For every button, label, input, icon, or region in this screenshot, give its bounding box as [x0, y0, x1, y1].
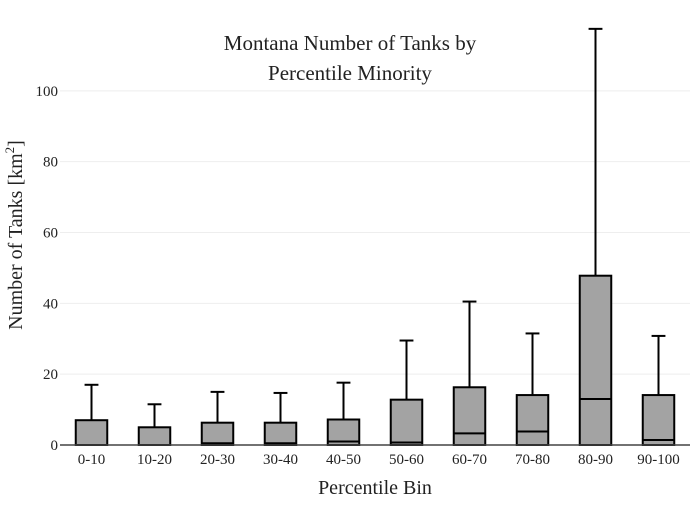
box-60-70	[452, 300, 487, 447]
y-axis-label-main: Number of Tanks [km	[5, 153, 27, 330]
box-70-80	[515, 332, 550, 446]
box-20-30	[200, 390, 235, 446]
x-tick-label: 70-80	[515, 452, 550, 468]
box-iqr	[641, 394, 676, 446]
box-iqr	[578, 274, 613, 447]
y-axis-label-suffix: ]	[5, 140, 27, 147]
boxes	[74, 27, 676, 447]
y-tick-labels: 0 20 40 60 80 100	[36, 84, 59, 454]
x-tick-label: 10-20	[137, 452, 172, 468]
y-axis-label-superscript: 2	[2, 147, 17, 154]
box-iqr	[137, 426, 172, 446]
x-tick-label: 50-60	[389, 452, 424, 468]
box-iqr	[389, 398, 424, 446]
box-30-40	[263, 391, 298, 446]
x-tick-label: 40-50	[326, 452, 361, 468]
x-tick-labels: 0-10 10-20 20-30 30-40 40-50 50-60 60-70 70-80 8…	[78, 452, 680, 468]
box-10-20	[137, 403, 172, 446]
y-tick-label: 40	[43, 296, 58, 312]
y-tick-label: 100	[36, 84, 59, 100]
x-tick-label: 80-90	[578, 452, 613, 468]
y-axis-label: Number of Tanks [km2]	[2, 140, 27, 330]
chart-title-line-1: Montana Number of Tanks by	[224, 31, 477, 55]
box-50-60	[389, 339, 424, 446]
x-tick-label: 20-30	[200, 452, 235, 468]
box-iqr	[515, 394, 550, 446]
box-90-100	[641, 334, 676, 446]
box-iqr	[452, 386, 487, 447]
chart-title-line-2: Percentile Minority	[268, 61, 432, 85]
y-tick-label: 80	[43, 155, 58, 171]
y-tick-label: 0	[51, 438, 59, 454]
box-iqr	[263, 421, 298, 446]
x-tick-label: 60-70	[452, 452, 487, 468]
box-iqr	[74, 419, 109, 447]
x-tick-label: 90-100	[637, 452, 680, 468]
box-iqr	[200, 421, 235, 446]
box-80-90	[578, 27, 613, 447]
x-tick-label: 30-40	[263, 452, 298, 468]
box-40-50	[326, 381, 361, 446]
x-tick-label: 0-10	[78, 452, 106, 468]
box-0-10	[74, 383, 109, 447]
y-tick-label: 60	[43, 226, 58, 242]
x-axis-label: Percentile Bin	[318, 477, 432, 499]
y-tick-label: 20	[43, 367, 58, 383]
